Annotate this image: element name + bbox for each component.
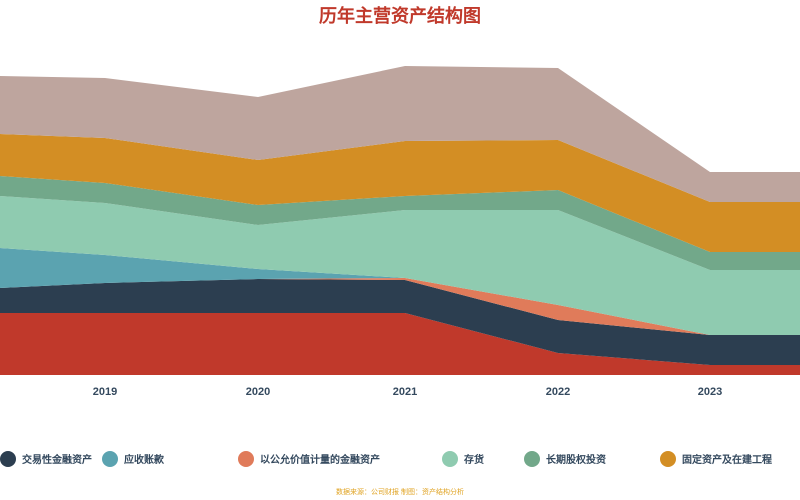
x-tick-label: 2022 xyxy=(546,386,570,398)
legend-label: 应收账款 xyxy=(124,453,165,466)
legend-item: 交易性金融资产 xyxy=(0,451,92,467)
legend: 交易性金融资产 应收账款 以公允价值计量的金融资产 存货 长期股权投资 固定资产及在建工程 xyxy=(0,451,772,467)
source-note: 数据来源：公司财报 制图：资产结构分析 xyxy=(336,487,464,496)
legend-item: 存货 xyxy=(442,451,484,467)
area-series-6 xyxy=(0,134,800,252)
legend-label: 存货 xyxy=(464,453,484,466)
area-series-5 xyxy=(0,176,800,270)
legend-swatch xyxy=(660,451,676,467)
legend-swatch xyxy=(524,451,540,467)
area-series-0 xyxy=(0,313,800,375)
legend-label: 交易性金融资产 xyxy=(22,453,92,466)
legend-swatch xyxy=(0,451,16,467)
legend-swatch xyxy=(102,451,118,467)
chart-title: 历年主营资产结构图 xyxy=(319,5,481,26)
legend-label: 长期股权投资 xyxy=(546,453,606,466)
area-series-1 xyxy=(0,279,800,365)
area-series-3 xyxy=(0,248,800,335)
legend-label: 以公允价值计量的金融资产 xyxy=(260,453,380,466)
legend-swatch xyxy=(238,451,254,467)
legend-swatch xyxy=(442,451,458,467)
legend-item: 应收账款 xyxy=(102,451,165,467)
legend-item: 长期股权投资 xyxy=(524,451,606,467)
x-tick-label: 2020 xyxy=(246,386,270,398)
legend-label: 固定资产及在建工程 xyxy=(682,453,772,466)
x-axis-ticks: 2019 2020 2021 2022 2023 xyxy=(93,386,722,398)
area-series-7 xyxy=(0,66,800,202)
legend-item: 以公允价值计量的金融资产 xyxy=(238,451,380,467)
legend-item: 固定资产及在建工程 xyxy=(660,451,772,467)
area-series-4 xyxy=(0,196,800,335)
area-series-2 xyxy=(0,278,800,335)
area-layers xyxy=(0,66,800,375)
x-tick-label: 2023 xyxy=(698,386,722,398)
x-tick-label: 2021 xyxy=(393,386,417,398)
x-tick-label: 2019 xyxy=(93,386,117,398)
